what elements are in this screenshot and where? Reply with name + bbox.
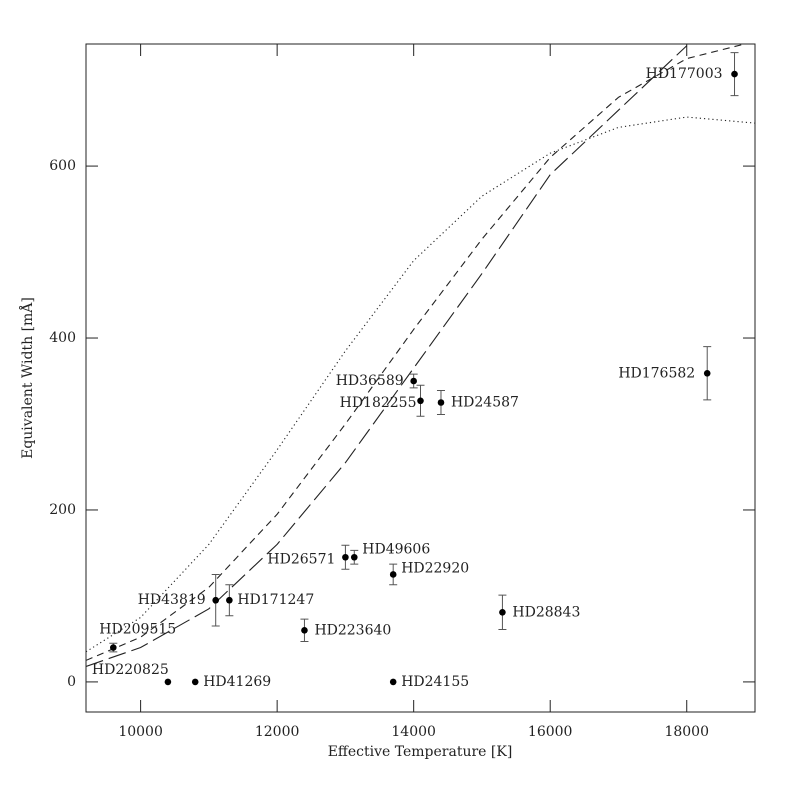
point-label: HD176582 bbox=[618, 365, 695, 381]
data-point bbox=[410, 377, 417, 385]
point-label: HD43819 bbox=[138, 592, 206, 608]
point-label: HD28843 bbox=[512, 604, 580, 620]
point-label: HD24155 bbox=[401, 674, 469, 690]
point-label: HD36589 bbox=[336, 373, 404, 389]
point-label: HD22920 bbox=[401, 560, 469, 576]
data-point bbox=[499, 608, 506, 616]
data-point bbox=[110, 644, 117, 651]
x-tick-label: 18000 bbox=[664, 724, 709, 740]
point-label: HD41269 bbox=[203, 674, 271, 690]
data-point bbox=[301, 627, 308, 634]
x-tick-label: 14000 bbox=[391, 724, 436, 740]
data-point bbox=[437, 399, 445, 406]
point-label: HD26571 bbox=[267, 551, 335, 567]
data-point bbox=[731, 70, 738, 78]
point-label: HD177003 bbox=[646, 66, 723, 82]
data-point bbox=[417, 397, 424, 405]
data-point bbox=[191, 678, 199, 686]
data-point bbox=[212, 596, 220, 604]
data-point bbox=[342, 553, 349, 561]
y-tick-label: 200 bbox=[49, 502, 76, 518]
data-point bbox=[703, 369, 711, 377]
model-curve bbox=[86, 116, 755, 653]
point-label: HD24587 bbox=[451, 395, 519, 411]
point-label: HD223640 bbox=[314, 622, 391, 638]
y-axis-label: Equivalent Width [mÅ] bbox=[18, 297, 36, 459]
point-label: HD182255 bbox=[340, 395, 417, 411]
x-tick-label: 12000 bbox=[255, 724, 300, 740]
y-tick-label: 0 bbox=[67, 674, 76, 690]
point-label: HD220825 bbox=[92, 662, 169, 678]
plot-frame bbox=[85, 43, 756, 713]
data-point bbox=[389, 678, 397, 686]
point-label: HD209515 bbox=[99, 622, 176, 638]
data-point bbox=[389, 571, 397, 578]
model-curve bbox=[86, 44, 748, 661]
curves bbox=[86, 44, 755, 667]
model-curve bbox=[86, 45, 688, 667]
data-point bbox=[350, 553, 358, 561]
data-point bbox=[164, 678, 172, 686]
y-tick-label: 600 bbox=[49, 158, 76, 174]
point-label: HD171247 bbox=[237, 592, 314, 608]
data-point bbox=[226, 596, 233, 604]
x-tick-label: 16000 bbox=[528, 724, 573, 740]
x-tick-label: 10000 bbox=[118, 724, 163, 740]
x-axis-label: Effective Temperature [K] bbox=[328, 744, 513, 760]
y-tick-label: 400 bbox=[49, 330, 76, 346]
point-label: HD49606 bbox=[362, 541, 430, 557]
